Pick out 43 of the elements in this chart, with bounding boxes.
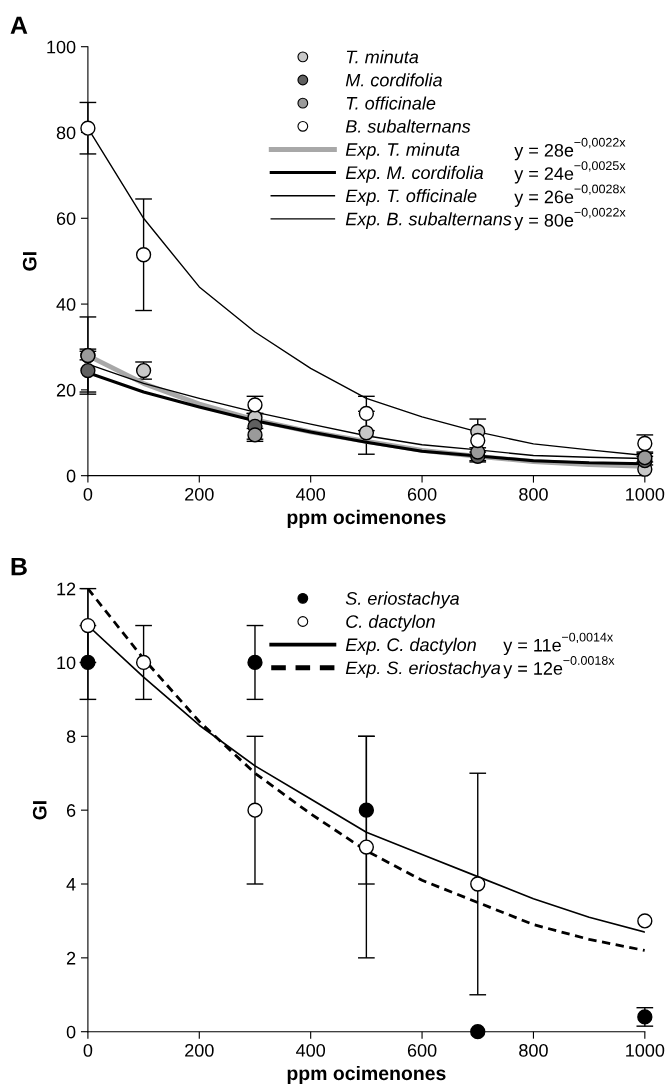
x-tick-label: 600 xyxy=(407,487,437,501)
y-tick-label: 0 xyxy=(66,469,76,483)
x-tick-label: 400 xyxy=(296,487,326,501)
x-axis-title: ppm ocimenones xyxy=(287,1065,446,1085)
legend-label: B. subalternans xyxy=(345,119,471,133)
y-tick-label: 2 xyxy=(66,951,76,965)
legend-label: Exp. M. cordifolia xyxy=(345,165,484,183)
y-tick-label: 8 xyxy=(66,730,76,744)
x-axis-title: ppm ocimenones xyxy=(287,509,446,528)
legend-label: S. eriostachya xyxy=(345,591,460,609)
legend-label: Exp. T. officinale xyxy=(345,188,477,206)
chart-title: A xyxy=(10,16,28,34)
y-tick-label: 12 xyxy=(57,582,76,596)
x-tick-label: 0 xyxy=(83,1043,93,1057)
y-tick-label: 6 xyxy=(66,804,76,817)
x-tick-label: 200 xyxy=(185,487,214,501)
x-tick-label: 400 xyxy=(296,1043,326,1057)
y-axis-title: GI xyxy=(32,801,47,820)
x-tick-label: 1000 xyxy=(626,487,665,501)
x-tick-label: 200 xyxy=(185,1043,214,1057)
legend-label: Exp. T. minuta xyxy=(345,142,460,160)
x-tick-label: 800 xyxy=(519,487,548,501)
y-tick-label: 60 xyxy=(56,212,76,226)
y-tick-label: 0 xyxy=(66,1025,76,1039)
x-tick-label: 600 xyxy=(407,1043,437,1057)
legend-label: Exp. B. subalternans xyxy=(345,212,512,229)
legend-label: Exp. C. dactylon xyxy=(345,637,476,655)
legend-label: M. cordifolia xyxy=(345,73,442,87)
y-tick-label: 80 xyxy=(56,126,76,140)
x-tick-label: 0 xyxy=(83,487,93,501)
x-tick-label: 1000 xyxy=(626,1043,665,1057)
chart-title: B xyxy=(11,557,27,576)
x-tick-label: 800 xyxy=(519,1043,548,1057)
y-tick-label: 10 xyxy=(57,656,76,670)
legend-label: T. officinale xyxy=(346,96,436,110)
y-tick-label: 100 xyxy=(47,40,76,54)
y-tick-label: 4 xyxy=(66,878,76,891)
legend-label: T. minuta xyxy=(346,50,419,64)
legend-label: Exp. S. eriostachya xyxy=(345,661,501,678)
y-tick-label: 20 xyxy=(56,383,76,397)
y-tick-label: 40 xyxy=(56,298,76,311)
legend-label: C. dactylon xyxy=(346,614,435,632)
y-axis-title: GI xyxy=(22,252,37,271)
